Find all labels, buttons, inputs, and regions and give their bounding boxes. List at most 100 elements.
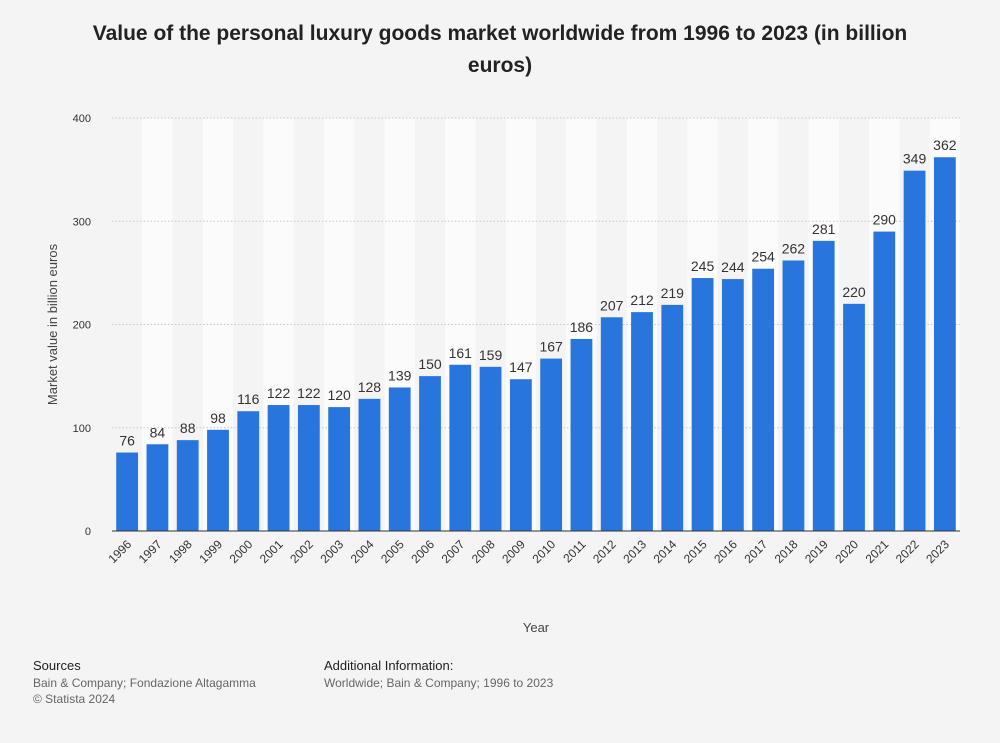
data-label: 167 (539, 339, 563, 355)
data-label: 128 (358, 379, 382, 395)
data-label: 122 (267, 385, 291, 401)
sources-heading: Sources (33, 658, 81, 673)
bar (388, 387, 411, 531)
data-label: 220 (842, 284, 866, 300)
bars (116, 157, 956, 532)
x-tick-label: 2006 (408, 537, 437, 566)
bar (509, 379, 532, 531)
bar (721, 279, 744, 531)
x-tick-label: 2020 (832, 537, 861, 566)
bar (631, 312, 653, 531)
x-tick-label: 1996 (105, 537, 134, 566)
data-label: 245 (691, 258, 715, 274)
x-tick-label: 2014 (651, 537, 680, 566)
bar (297, 405, 320, 531)
x-tick-label: 2008 (469, 537, 498, 566)
y-tick-label: 100 (73, 423, 91, 435)
data-label: 159 (479, 347, 503, 363)
y-axis-ticks: 0 100 200 300 400 (73, 113, 91, 538)
data-label: 84 (150, 424, 166, 440)
bar (752, 268, 775, 531)
data-label: 150 (418, 356, 442, 372)
data-label: 281 (812, 221, 836, 237)
bar (691, 278, 714, 531)
x-tick-label: 2001 (257, 537, 286, 566)
bar (237, 411, 260, 531)
x-tick-label: 2007 (439, 537, 468, 566)
x-tick-label: 2018 (772, 537, 801, 566)
bar (873, 231, 896, 531)
data-label: 186 (570, 319, 594, 335)
copyright-text: © Statista 2024 (33, 692, 116, 706)
data-label: 76 (119, 433, 135, 449)
data-label: 139 (388, 367, 412, 383)
bar (449, 364, 472, 531)
bar (358, 398, 381, 531)
data-label: 98 (210, 410, 226, 426)
x-tick-label: 2015 (681, 537, 710, 566)
data-label: 219 (661, 285, 685, 301)
data-label: 116 (237, 391, 260, 407)
data-label: 147 (509, 359, 533, 375)
bar (812, 240, 835, 531)
data-label: 207 (600, 297, 624, 313)
y-tick-label: 0 (85, 526, 91, 538)
data-label: 161 (449, 345, 473, 361)
bar (176, 440, 199, 531)
additional-info-text: Worldwide; Bain & Company; 1996 to 2023 (324, 676, 554, 690)
data-labels: 76 84 88 98 116 122 122 120 128 139 150 161 159 147 16… (119, 137, 956, 448)
bar (207, 429, 229, 531)
bar (479, 366, 502, 531)
y-axis-title: Market value in billion euros (45, 243, 60, 405)
data-label: 290 (873, 212, 897, 228)
data-label: 122 (297, 385, 321, 401)
bar (782, 260, 805, 531)
x-tick-label: 2022 (893, 537, 922, 566)
x-tick-label: 2010 (529, 537, 558, 566)
bar (600, 317, 623, 531)
sources-text[interactable]: Bain & Company; Fondazione Altagamma (33, 676, 256, 690)
x-tick-label: 1999 (196, 537, 225, 566)
bar (903, 170, 926, 531)
data-label: 349 (903, 151, 927, 167)
data-label: 362 (933, 137, 957, 153)
bar (328, 407, 351, 531)
x-tick-label: 2012 (590, 537, 619, 566)
x-tick-label: 2009 (499, 537, 528, 566)
y-tick-label: 200 (73, 320, 91, 332)
bar (116, 452, 139, 531)
data-label: 120 (327, 387, 351, 403)
x-axis-title: Year (523, 620, 550, 635)
bar (540, 358, 563, 531)
chart-title: Value of the personal luxury goods marke… (92, 22, 908, 77)
x-tick-label: 1997 (136, 537, 165, 566)
x-tick-label: 2005 (378, 537, 407, 566)
bar (570, 338, 593, 531)
x-tick-label: 2016 (711, 537, 740, 566)
x-tick-label: 2021 (863, 537, 892, 566)
x-tick-label: 2023 (923, 537, 952, 566)
data-label: 254 (751, 249, 775, 265)
bar (933, 157, 956, 532)
bar (661, 304, 684, 531)
y-tick-label: 300 (73, 216, 91, 228)
bar (267, 405, 290, 531)
x-tick-label: 2017 (741, 537, 770, 566)
data-label: 212 (630, 292, 654, 308)
data-label: 244 (721, 259, 745, 275)
additional-info-heading: Additional Information: (324, 658, 454, 673)
x-tick-label: 1998 (166, 537, 195, 566)
x-tick-label: 2011 (560, 537, 588, 565)
x-tick-label: 2000 (227, 537, 256, 566)
x-tick-label: 2003 (317, 537, 346, 566)
x-tick-label: 2019 (802, 537, 831, 566)
x-axis-ticks: 1996 1997 1998 1999 2000 2001 2002 2003 2004 2005… (105, 537, 952, 566)
bar (146, 444, 169, 531)
data-label: 262 (782, 240, 806, 256)
x-tick-label: 2013 (620, 537, 649, 566)
y-tick-label: 400 (73, 113, 91, 125)
bar (419, 376, 441, 531)
x-tick-label: 2004 (348, 537, 377, 566)
bar (843, 303, 865, 531)
